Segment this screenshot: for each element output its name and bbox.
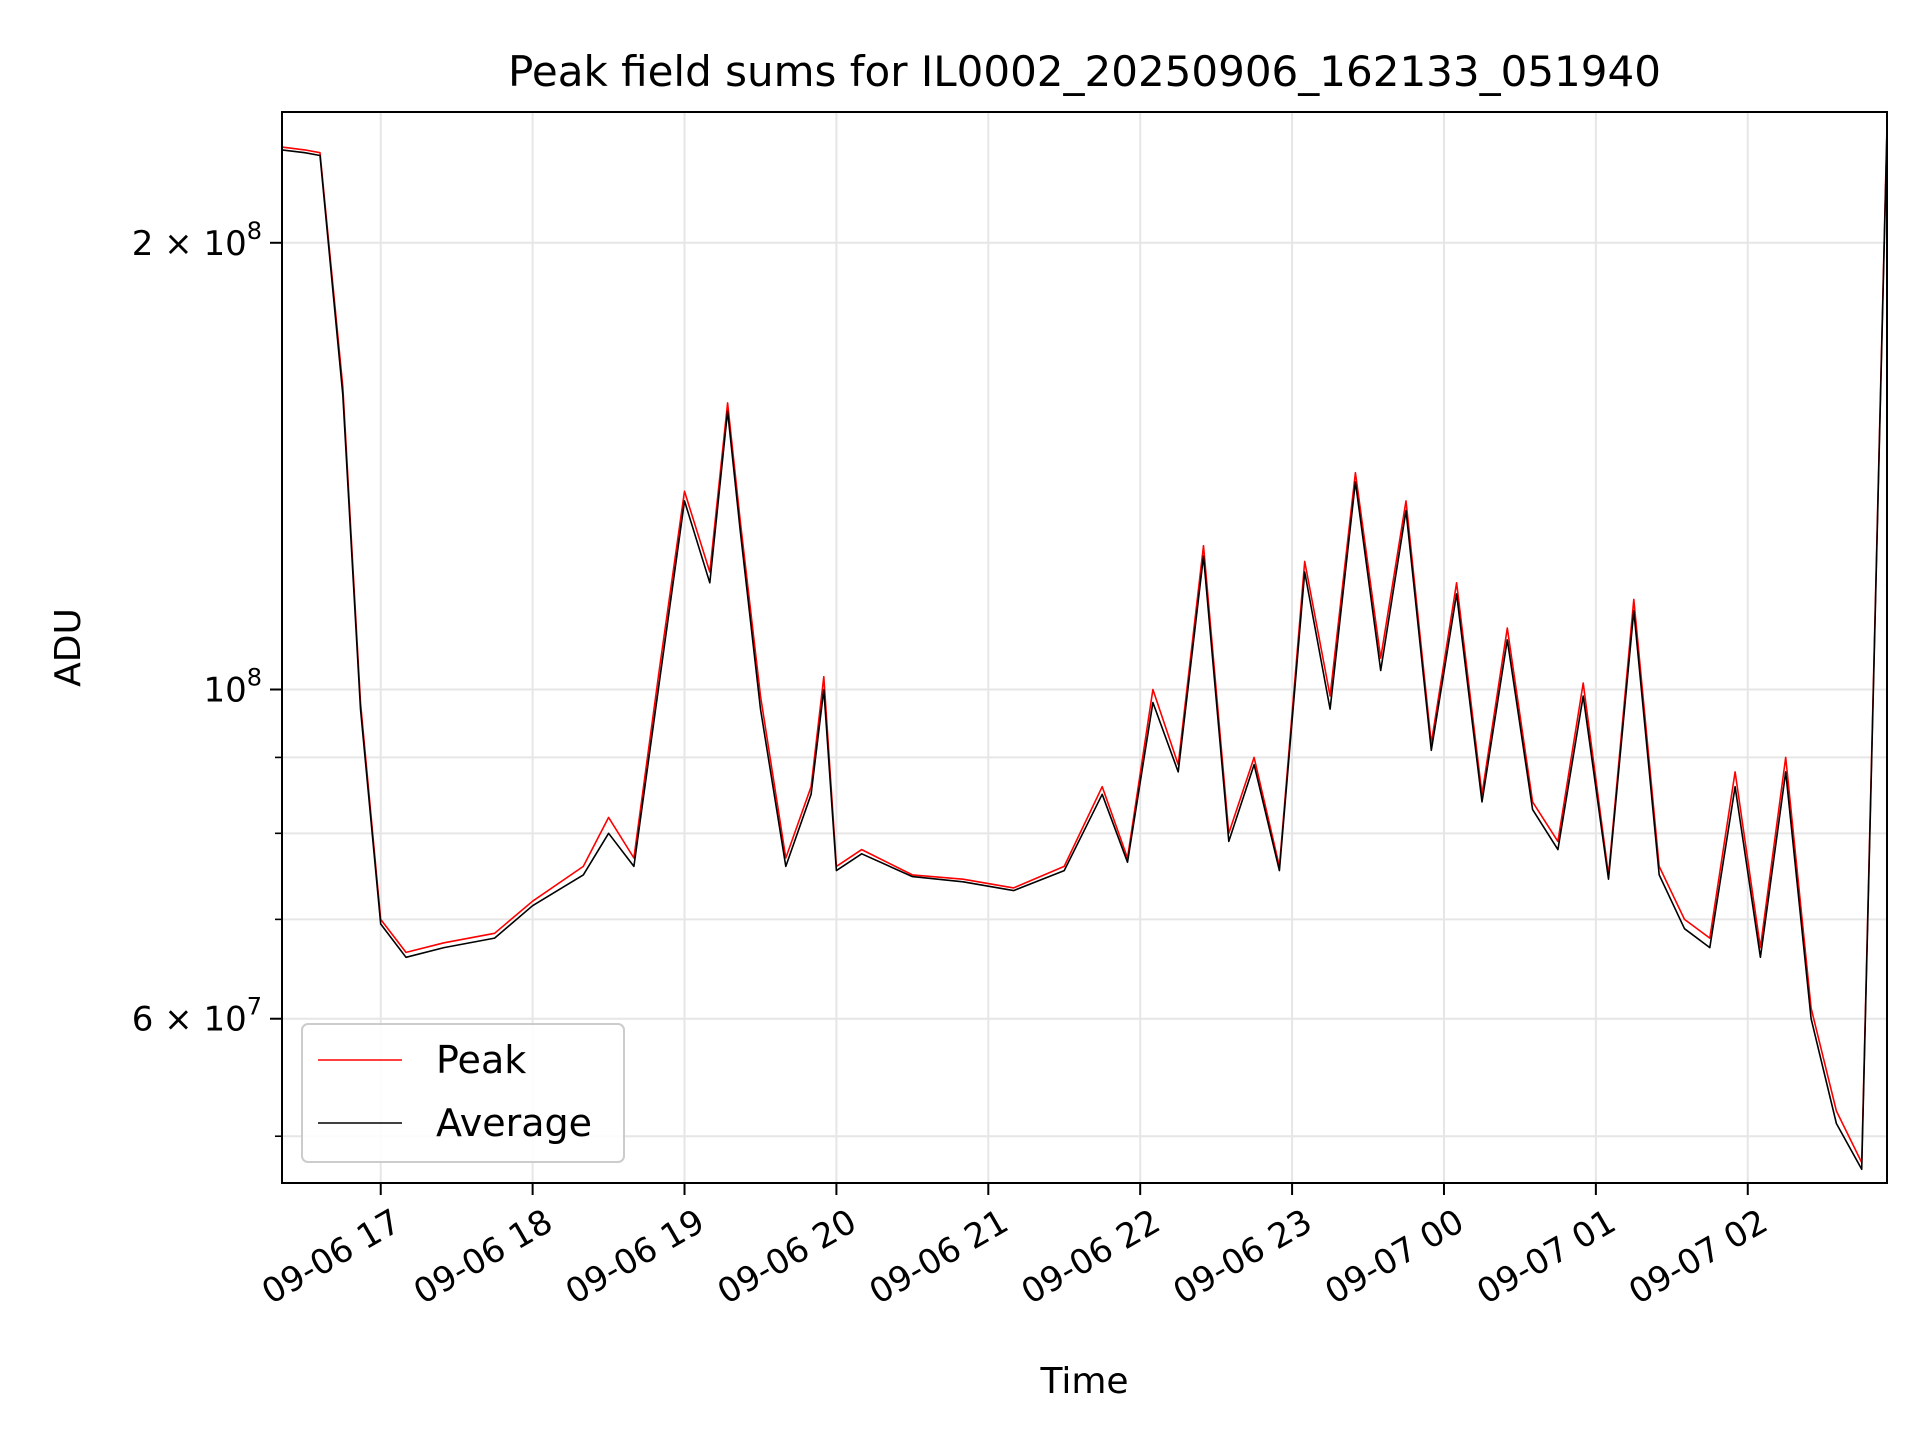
- x-tick-label: 09-06 22: [1015, 1202, 1167, 1313]
- legend-box: [301, 1023, 625, 1163]
- y-tick-label: 6 × 107: [132, 993, 262, 1040]
- y-tick-label: 108: [203, 664, 262, 711]
- legend: Peak Average: [301, 1023, 625, 1163]
- x-axis-label: Time: [1039, 1361, 1128, 1402]
- x-tick-label: 09-06 21: [863, 1202, 1015, 1313]
- legend-label-average: Average: [436, 1101, 592, 1145]
- legend-label-peak: Peak: [436, 1038, 526, 1082]
- x-tick-label: 09-07 02: [1622, 1202, 1774, 1313]
- x-tick-label: 09-07 00: [1318, 1202, 1470, 1313]
- chart-title: Peak field sums for IL0002_20250906_1621…: [508, 47, 1661, 96]
- x-tick-label: 09-06 19: [559, 1202, 711, 1313]
- x-tick-label: 09-06 23: [1167, 1202, 1319, 1313]
- series-line-average: [281, 130, 1888, 1171]
- series-layer: [281, 125, 1888, 1171]
- x-axis: 09-06 17 09-06 18 09-06 19 09-06 20 09-06 21…: [255, 1183, 1775, 1313]
- x-tick-label: 09-06 18: [407, 1202, 559, 1313]
- y-axis-label: ADU: [48, 608, 89, 687]
- grid: [282, 112, 1887, 1183]
- x-tick-label: 09-06 17: [255, 1202, 407, 1313]
- x-tick-label: 09-06 20: [711, 1202, 863, 1313]
- y-tick-label: 2 × 108: [132, 217, 262, 264]
- y-axis: 6 × 107 108 2 × 108: [132, 217, 282, 1138]
- plot-frame: [281, 111, 1888, 1184]
- series-line-peak: [281, 125, 1888, 1164]
- x-tick-label: 09-07 01: [1470, 1202, 1622, 1313]
